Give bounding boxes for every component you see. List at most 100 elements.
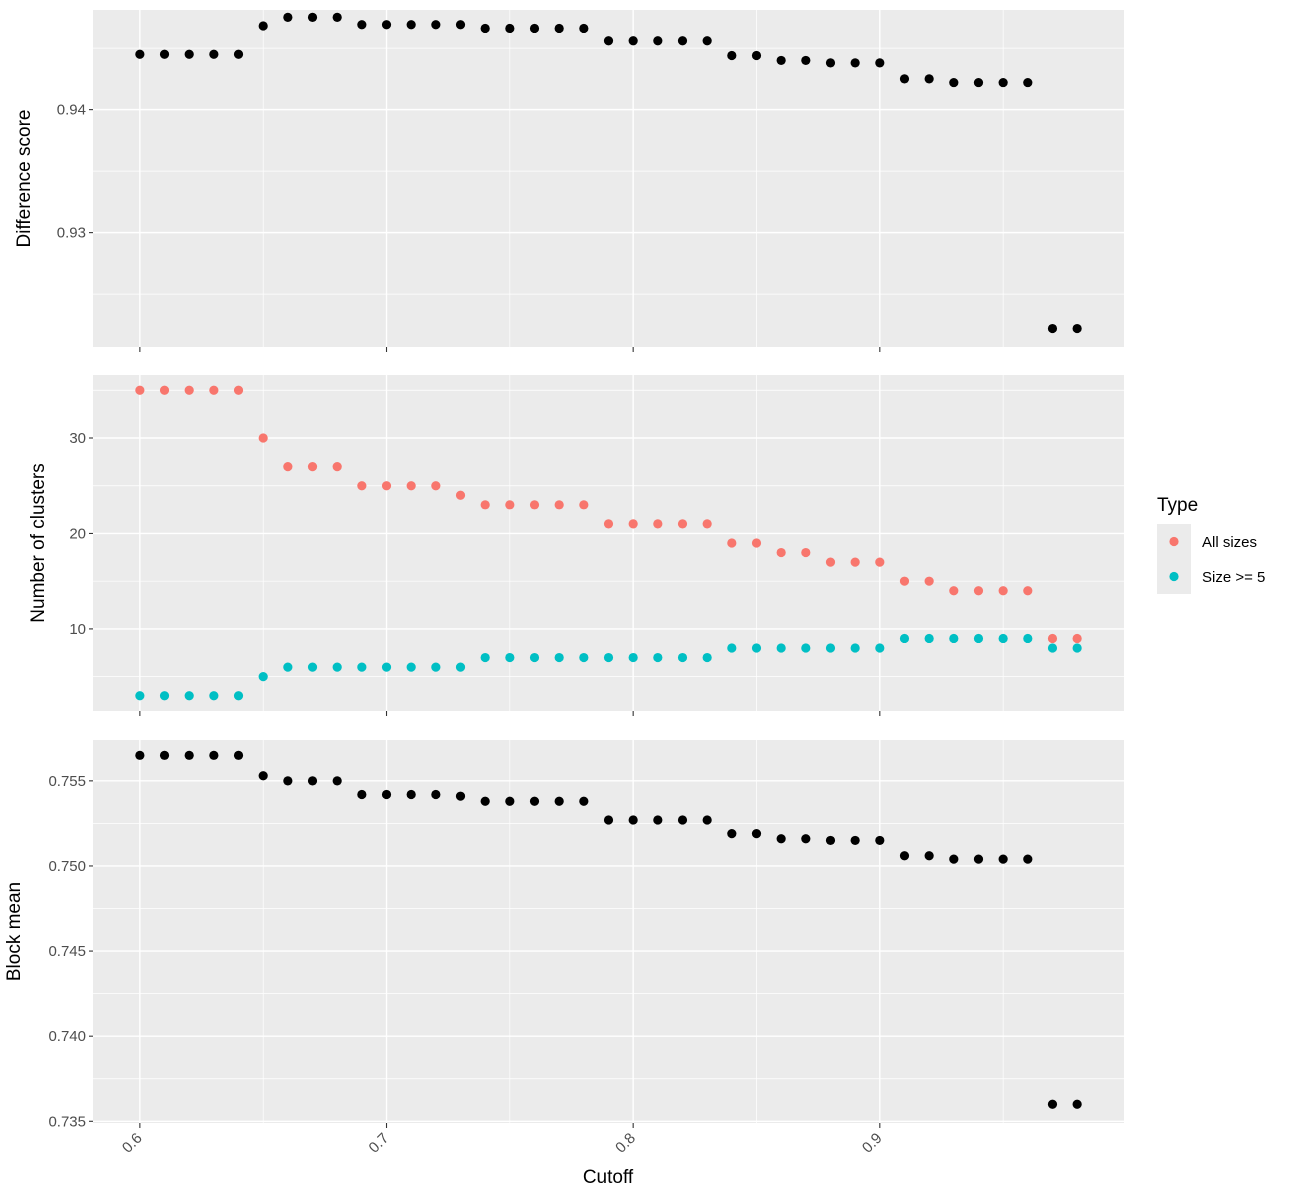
data-point [998,586,1008,596]
data-point [209,49,219,59]
data-point [480,796,490,806]
data-point [529,796,540,806]
data-point [677,815,688,825]
data-point [850,58,860,68]
data-point [751,538,762,548]
series-2-2 [135,633,1082,701]
data-point [801,55,811,66]
data-point [381,789,392,800]
data-point [973,633,984,644]
x-tick-label: 0.8 [612,1130,639,1157]
data-point [727,643,737,653]
data-point [505,500,515,510]
x-axis-title: Cutoff [583,1167,634,1188]
data-point [1023,586,1033,596]
data-point [480,652,490,663]
data-point [406,789,416,800]
data-point [1072,1099,1082,1109]
data-point [455,791,466,801]
data-point [579,23,589,34]
y-axis-title: Number of clusters [28,463,49,622]
data-point [875,835,885,846]
data-point [159,750,170,760]
data-point [998,77,1008,88]
data-point [307,776,318,786]
x-tick-label: 0.9 [859,1130,886,1157]
data-point [233,691,244,701]
data-point [184,750,194,760]
data-point [233,49,244,59]
data-point [332,662,342,672]
data-point [184,49,194,59]
data-point [357,20,367,30]
data-point [233,385,244,395]
data-point [1047,643,1058,653]
data-point [653,36,663,46]
data-point [135,49,145,59]
x-tick-label: 0.7 [366,1130,393,1157]
data-point [455,662,466,672]
data-point [825,557,836,567]
data-point [603,815,614,825]
data-point [850,835,860,846]
data-point [998,633,1008,644]
data-point [159,49,170,59]
legend-key-point [1169,536,1179,547]
data-point [776,834,786,844]
data-point [505,652,515,663]
data-point [357,481,367,491]
data-point [850,643,860,653]
data-point [899,633,910,644]
data-point [924,851,934,861]
data-point [751,829,762,839]
data-point [677,519,688,529]
data-point [283,462,293,472]
y-tick-label: 10 [69,621,86,638]
data-point [653,652,663,663]
y-axis-title: Difference score [14,110,35,248]
data-point [529,23,540,34]
y-tick-label: 0.750 [48,858,86,875]
data-point [973,77,984,88]
data-point [135,385,145,395]
data-point [381,481,392,491]
panel-2: 10 20 30 Number of clusters [28,375,1124,716]
data-point [702,815,712,825]
panel-background [93,10,1124,347]
data-point [875,557,885,567]
series-3-1 [135,750,1082,1109]
data-point [801,834,811,844]
data-point [135,691,145,701]
data-point [209,385,219,395]
data-point [455,490,466,500]
data-point [332,462,342,472]
data-point [899,74,910,84]
y-tick-label: 30 [69,430,86,447]
data-point [184,385,194,395]
data-point [702,652,712,663]
data-point [579,500,589,510]
data-point [431,20,441,30]
data-point [949,586,959,596]
data-point [677,652,688,663]
data-point [159,691,170,701]
legend-title: Type [1157,495,1198,516]
data-point [875,58,885,68]
data-point [480,500,490,510]
data-point [307,462,318,472]
data-point [258,672,268,682]
data-point [924,576,934,586]
data-point [159,385,170,395]
data-point [949,77,959,88]
data-point [1072,633,1082,644]
data-point [702,519,712,529]
data-point [825,643,836,653]
data-point [505,23,515,34]
data-point [406,20,416,30]
data-point [702,36,712,46]
data-point [381,662,392,672]
data-point [1072,643,1082,653]
data-point [875,643,885,653]
data-point [801,643,811,653]
y-tick-label: 0.735 [48,1113,86,1130]
